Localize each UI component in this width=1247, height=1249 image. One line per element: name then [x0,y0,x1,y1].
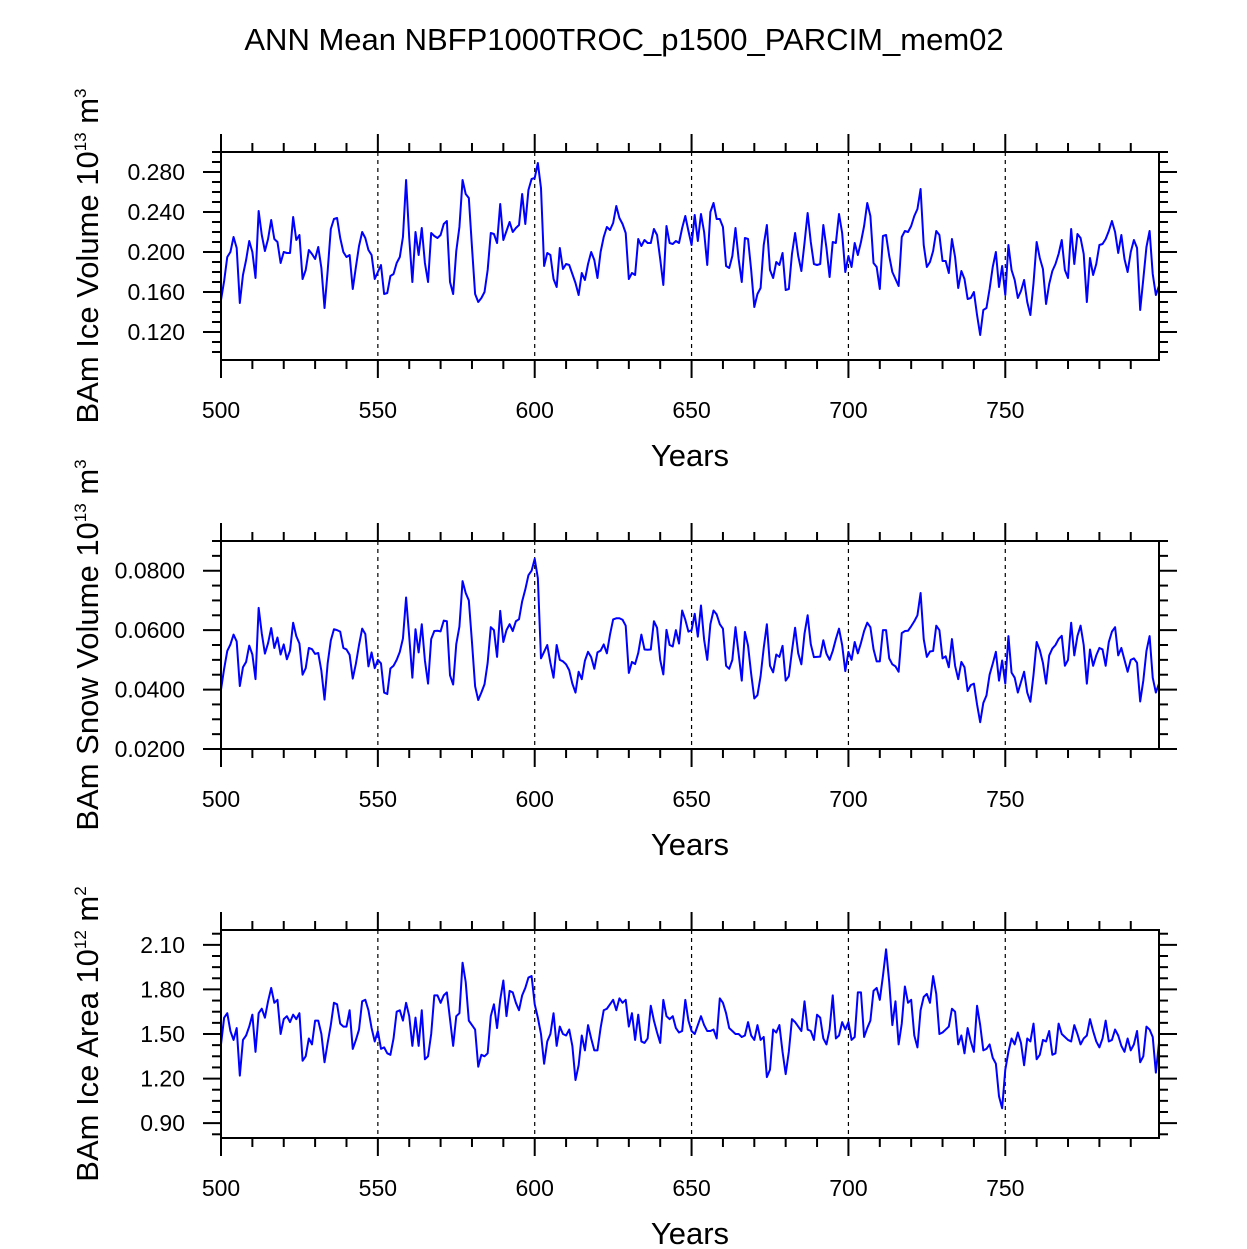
panel3-x-tick-label: 500 [202,1175,240,1201]
panel1-y-tick-label: 0.200 [127,239,185,265]
panel2-x-tick-label: 500 [202,786,240,812]
panel1: 500 550 600 650 700 750 0.120 0.160 0.200 0.240 0.… [70,88,1177,473]
panel2-y-tick-label: 0.0200 [115,736,185,762]
panel1-y-tick-label: 0.120 [127,319,185,345]
panel1-x-axis-title: Years [651,438,729,473]
panel3-y-axis-title: BAm Ice Area 1012 m2 [70,886,105,1181]
panel2-x-tick-label: 750 [986,786,1024,812]
panel1-x-tick-label: 500 [202,397,240,423]
figure-title: ANN Mean NBFP1000TROC_p1500_PARCIM_mem02 [244,22,1003,57]
panel1-y-tick-label: 0.240 [127,199,185,225]
panel1-x-tick-label: 650 [672,397,710,423]
panel1-y-axis-title: BAm Ice Volume 1013 m3 [70,88,105,423]
panel1-x-tick-label: 700 [829,397,867,423]
panel3-x-tick-label: 650 [672,1175,710,1201]
panel3-x-tick-label: 600 [516,1175,554,1201]
panel2-plot-frame [220,540,1160,750]
panel2-y-tick-label: 0.0800 [115,558,185,584]
panel3-x-tick-label: 550 [359,1175,397,1201]
panel2-y-tick-label: 0.0600 [115,617,185,643]
panel3-y-tick-label: 1.80 [140,976,185,1002]
panel2-x-tick-label: 550 [359,786,397,812]
panel3-x-tick-label: 750 [986,1175,1024,1201]
panel1-y-tick-label: 0.160 [127,279,185,305]
panel2-x-tick-label: 650 [672,786,710,812]
panel2-x-tick-label: 600 [516,786,554,812]
panel1-y-tick-label: 0.280 [127,159,185,185]
panel2-x-tick-label: 700 [829,786,867,812]
panel1-plot-frame [220,151,1160,361]
panel2-series-line-1 [220,557,1160,724]
panel3-series-line-1 [220,948,1160,1110]
panel2-x-axis-title: Years [651,827,729,862]
panel3-y-tick-label: 2.10 [140,932,185,958]
panel3-y-tick-label: 0.90 [140,1110,185,1136]
panel2: 500 550 600 650 700 750 0.0200 0.0400 0.0600 0.08… [70,459,1177,862]
panel3-x-axis-title: Years [651,1216,729,1249]
panel1-x-tick-label: 600 [516,397,554,423]
panel2-y-tick-label: 0.0400 [115,677,185,703]
panel3-y-tick-label: 1.20 [140,1066,185,1092]
panel1-series-line-1 [220,162,1160,336]
panel3-y-tick-label: 1.50 [140,1021,185,1047]
panel1-x-tick-label: 750 [986,397,1024,423]
panel3-x-tick-label: 700 [829,1175,867,1201]
panel2-y-axis-title: BAm Snow Volume 1013 m3 [70,459,105,830]
panel1-x-tick-label: 550 [359,397,397,423]
panel3: 500 550 600 650 700 750 0.90 1.20 1.50 1.80 2.10 Ye… [70,886,1177,1249]
